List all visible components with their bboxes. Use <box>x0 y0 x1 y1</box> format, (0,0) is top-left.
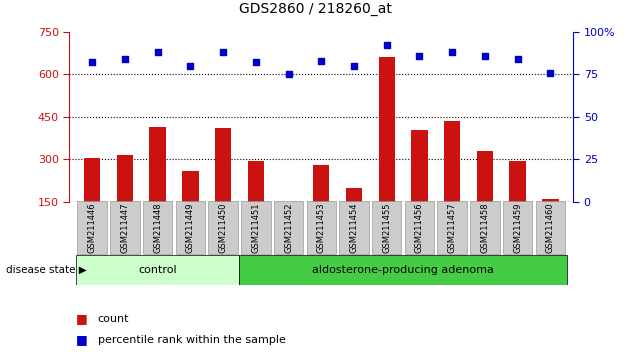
Bar <box>248 161 264 202</box>
Text: GSM211458: GSM211458 <box>481 203 490 253</box>
Point <box>382 42 392 48</box>
FancyBboxPatch shape <box>404 201 434 254</box>
Bar <box>313 165 329 202</box>
Text: GSM211453: GSM211453 <box>317 203 326 253</box>
FancyBboxPatch shape <box>470 201 500 254</box>
Point <box>185 63 195 69</box>
FancyBboxPatch shape <box>372 201 401 254</box>
Text: GDS2860 / 218260_at: GDS2860 / 218260_at <box>239 2 391 16</box>
Bar <box>411 130 428 202</box>
Bar <box>76 255 239 285</box>
Text: GSM211456: GSM211456 <box>415 203 424 253</box>
Text: GSM211449: GSM211449 <box>186 203 195 253</box>
Bar <box>215 128 231 202</box>
Bar <box>149 127 166 202</box>
FancyBboxPatch shape <box>340 201 369 254</box>
FancyBboxPatch shape <box>437 201 467 254</box>
FancyBboxPatch shape <box>241 201 270 254</box>
Point <box>349 63 359 69</box>
Point <box>218 50 228 55</box>
FancyBboxPatch shape <box>77 201 107 254</box>
Point <box>87 59 97 65</box>
Bar <box>444 121 461 202</box>
Text: disease state ▶: disease state ▶ <box>6 265 87 275</box>
FancyBboxPatch shape <box>110 201 140 254</box>
FancyBboxPatch shape <box>209 201 238 254</box>
Text: GSM211452: GSM211452 <box>284 203 293 253</box>
Text: GSM211450: GSM211450 <box>219 203 227 253</box>
Text: GSM211448: GSM211448 <box>153 203 162 253</box>
Point <box>120 56 130 62</box>
Bar <box>542 199 559 202</box>
Text: GSM211459: GSM211459 <box>513 203 522 253</box>
Bar <box>346 188 362 202</box>
FancyBboxPatch shape <box>536 201 565 254</box>
Point <box>480 53 490 58</box>
Bar <box>84 158 100 202</box>
Bar <box>379 57 395 202</box>
Text: GSM211460: GSM211460 <box>546 203 555 253</box>
Text: control: control <box>139 265 177 275</box>
Text: ■: ■ <box>76 333 88 346</box>
Point <box>152 50 163 55</box>
FancyBboxPatch shape <box>307 201 336 254</box>
Text: GSM211455: GSM211455 <box>382 203 391 253</box>
Point <box>546 70 556 75</box>
Bar <box>477 151 493 202</box>
Text: GSM211457: GSM211457 <box>448 203 457 253</box>
Text: count: count <box>98 314 129 324</box>
Text: ■: ■ <box>76 312 88 325</box>
FancyBboxPatch shape <box>503 201 532 254</box>
Point <box>447 50 457 55</box>
FancyBboxPatch shape <box>143 201 173 254</box>
FancyBboxPatch shape <box>176 201 205 254</box>
Text: aldosterone-producing adenoma: aldosterone-producing adenoma <box>312 265 494 275</box>
Bar <box>117 155 133 202</box>
Point <box>316 58 326 64</box>
Point <box>251 59 261 65</box>
Bar <box>182 171 198 202</box>
Text: percentile rank within the sample: percentile rank within the sample <box>98 335 285 345</box>
Point <box>513 56 523 62</box>
Point <box>415 53 425 58</box>
Bar <box>510 161 526 202</box>
Text: GSM211447: GSM211447 <box>120 203 129 253</box>
Text: GSM211446: GSM211446 <box>88 203 97 253</box>
Point <box>284 72 294 77</box>
Bar <box>239 255 567 285</box>
FancyBboxPatch shape <box>274 201 303 254</box>
Text: GSM211454: GSM211454 <box>350 203 358 253</box>
Text: GSM211451: GSM211451 <box>251 203 260 253</box>
